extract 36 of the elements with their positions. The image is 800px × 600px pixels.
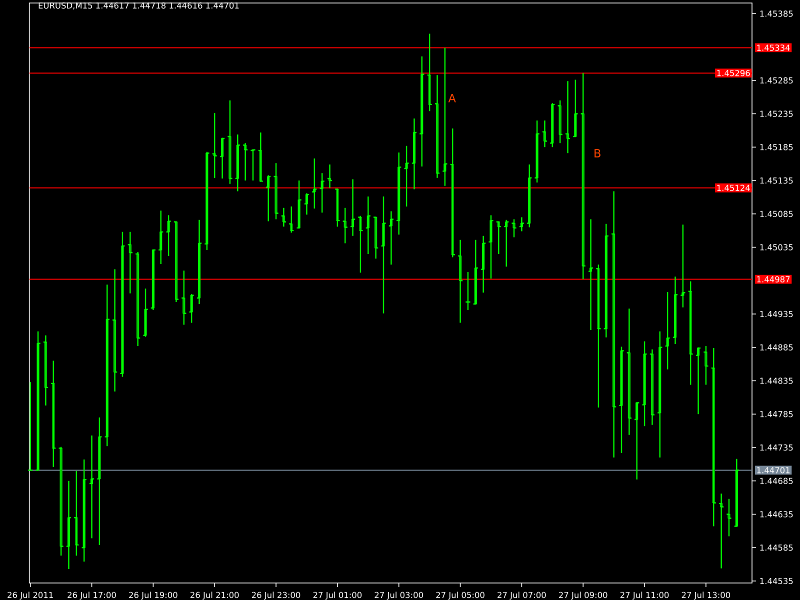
- x-tick-label: 26 Jul 23:00: [252, 592, 300, 600]
- x-tick-label: 26 Jul 2011: [8, 592, 53, 600]
- y-tick-label: 1.45185: [760, 144, 793, 150]
- y-tick-label: 1.44785: [760, 411, 793, 418]
- y-tick-label: 1.44935: [760, 310, 793, 318]
- y-tick-label: 1.45085: [760, 210, 793, 218]
- x-tick-label: 27 Jul 13:00: [682, 592, 730, 600]
- y-tick-label: 1.45135: [760, 177, 793, 184]
- y-tick-label: 1.45385: [760, 10, 793, 17]
- ref-line-label: 1.44701: [757, 467, 790, 474]
- x-tick-label: 27 Jul 01:00: [313, 592, 362, 600]
- y-tick-label: 1.44835: [760, 378, 793, 384]
- x-tick-label: 27 Jul 03:00: [374, 592, 423, 600]
- y-tick-label: 1.44685: [760, 478, 793, 484]
- y-tick-label: 1.44735: [760, 444, 793, 451]
- ref-line-label: 1.45124: [717, 184, 750, 191]
- x-tick-label: 26 Jul 21:00: [190, 592, 239, 600]
- x-tick-label: 27 Jul 11:00: [620, 592, 669, 600]
- x-tick-label: 26 Jul 17:00: [68, 592, 116, 600]
- y-tick-label: 1.45035: [760, 244, 793, 250]
- y-tick-label: 1.44585: [760, 544, 793, 551]
- y-tick-label: 1.45235: [760, 110, 793, 117]
- y-tick-label: 1.44635: [760, 511, 793, 518]
- y-tick-label: 1.44885: [760, 344, 793, 351]
- y-tick-label: 1.45285: [760, 77, 793, 84]
- ref-line-label: 1.45334: [757, 44, 790, 51]
- ref-line-label: 1.45296: [717, 70, 750, 76]
- annotation: A: [448, 94, 456, 102]
- x-tick-label: 27 Jul 05:00: [436, 592, 484, 600]
- y-tick-label: 1.44535: [760, 578, 793, 584]
- annotation: B: [594, 149, 600, 158]
- ref-line-label: 1.44987: [757, 276, 790, 282]
- x-tick-label: 27 Jul 09:00: [559, 592, 608, 600]
- x-tick-label: 26 Jul 19:00: [129, 592, 178, 600]
- chart-title: EURUSD,M15 1.44617 1.44718 1.44616 1.44701: [38, 2, 239, 10]
- x-tick-label: 27 Jul 07:00: [498, 592, 546, 600]
